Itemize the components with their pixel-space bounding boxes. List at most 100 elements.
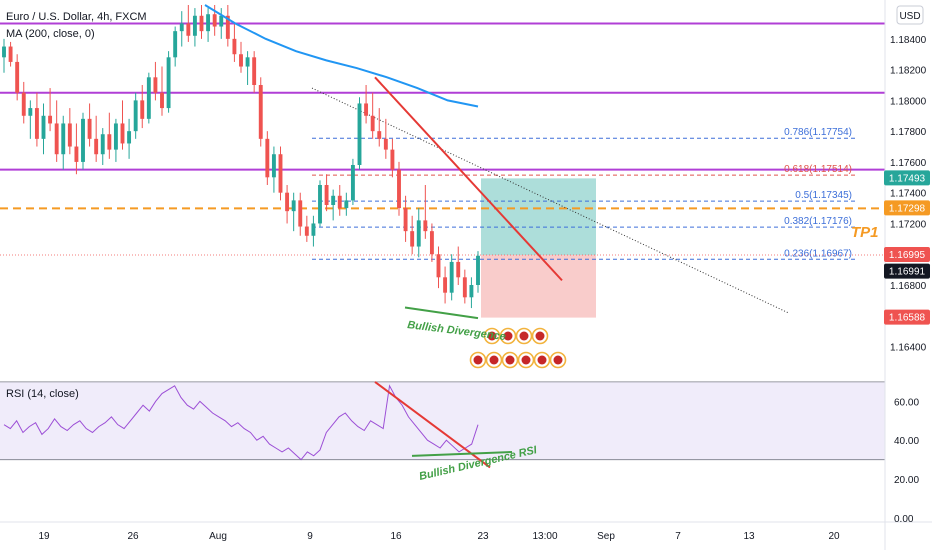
candle-body xyxy=(324,185,329,205)
flag-icon xyxy=(553,355,563,365)
event-icons[interactable] xyxy=(469,327,567,369)
candle-body xyxy=(133,100,138,132)
candle-body xyxy=(113,123,118,150)
candle-body xyxy=(252,57,257,85)
candle-body xyxy=(318,185,322,224)
time-tick-label: 13:00 xyxy=(532,531,557,542)
flag-icon xyxy=(521,355,531,365)
candle-body xyxy=(436,254,441,278)
ma-line xyxy=(204,4,479,108)
fib-level-label: 0.786(1.17754) xyxy=(784,127,852,138)
fib-level-label: 0.382(1.17176) xyxy=(784,216,852,227)
candle-body xyxy=(100,134,105,155)
flag-icon xyxy=(519,331,529,341)
candle-body xyxy=(265,138,270,178)
candle-body xyxy=(153,77,158,93)
rsi-line xyxy=(3,384,479,461)
time-tick-label: 20 xyxy=(828,531,840,542)
price-tick-label: 1.17800 xyxy=(890,127,927,138)
candle-body xyxy=(390,149,395,170)
candle-body xyxy=(28,108,33,116)
price-tick-label: 1.18000 xyxy=(890,96,927,107)
flag-icon xyxy=(487,331,497,341)
candle-body xyxy=(74,146,79,162)
time-tick-label: 26 xyxy=(127,531,139,542)
fib-levels: 0.786(1.17754) 0.618(1.17514) 0.5(1.17345)… xyxy=(312,127,858,260)
candle-body xyxy=(41,115,46,139)
rsi-tick-label: 40.00 xyxy=(894,436,919,447)
candle-body xyxy=(199,15,204,32)
candle-body xyxy=(160,92,164,109)
flag-icon xyxy=(489,355,499,365)
candle-body xyxy=(291,200,296,212)
candle-body xyxy=(239,54,243,67)
candle-body xyxy=(173,31,178,58)
candle-body xyxy=(81,118,85,162)
time-tick-label: 23 xyxy=(477,531,489,542)
red-trendline[interactable] xyxy=(374,76,563,282)
candle-body xyxy=(278,154,283,193)
target-zone[interactable] xyxy=(481,178,596,255)
candle-body xyxy=(429,231,434,255)
rsi-indicator-label: RSI (14, close) xyxy=(6,388,79,400)
candle-body xyxy=(186,23,191,36)
candle-body xyxy=(416,220,421,247)
fib-level-label: 0.618(1.17514) xyxy=(784,164,852,175)
candle-body xyxy=(21,92,26,116)
price-label-text: 1.17298 xyxy=(889,203,926,214)
candles xyxy=(2,5,480,309)
time-tick-label: 13 xyxy=(743,531,755,542)
currency-button[interactable] xyxy=(896,5,924,25)
price-tick-label: 1.18400 xyxy=(890,35,927,46)
time-axis[interactable]: 19 26 Aug 9 16 23 13:00 Sep 7 13 20 xyxy=(38,531,840,542)
candle-body xyxy=(94,138,99,155)
stop-zone[interactable] xyxy=(481,255,596,318)
flag-icon xyxy=(505,355,515,365)
rsi-divergence-line[interactable] xyxy=(411,451,513,457)
candle-body xyxy=(2,46,6,58)
candle-body xyxy=(462,277,467,298)
time-tick-label: 7 xyxy=(675,531,681,542)
symbol-title: Euro / U.S. Dollar, 4h, FXCM xyxy=(6,11,147,23)
fib-level-label: 0.236(1.16967) xyxy=(784,248,852,259)
tp-label: TP1 xyxy=(851,224,879,241)
candle-body xyxy=(271,154,276,178)
candle-body xyxy=(410,231,415,247)
candle-body xyxy=(232,38,237,55)
price-tick-label: 1.17400 xyxy=(890,189,927,200)
rsi-tick-label: 20.00 xyxy=(894,475,919,486)
fib-level-label: 0.5(1.17345) xyxy=(795,190,852,201)
price-axis[interactable]: 1.18400 1.18200 1.18000 1.17800 1.17600 1.174… xyxy=(890,35,927,354)
candle-body xyxy=(285,192,290,212)
flag-icon xyxy=(535,331,545,341)
time-tick-label: 19 xyxy=(38,531,50,542)
candle-body xyxy=(364,103,369,116)
candle-body xyxy=(476,255,480,285)
candle-body xyxy=(87,118,92,139)
currency-label: USD xyxy=(899,11,920,22)
candle-body xyxy=(397,169,401,209)
flag-icon xyxy=(537,355,547,365)
dotted-trendline[interactable] xyxy=(311,87,789,314)
time-tick-label: 16 xyxy=(390,531,402,542)
candle-body xyxy=(61,123,66,155)
candle-body xyxy=(219,15,224,27)
candle-body xyxy=(258,85,263,139)
candle-body xyxy=(140,100,145,119)
candle-body xyxy=(54,123,59,155)
candle-body xyxy=(107,134,112,150)
candle-body xyxy=(192,15,197,36)
candle-body xyxy=(337,195,342,209)
price-divergence-line[interactable] xyxy=(404,306,479,320)
candle-body xyxy=(166,57,171,109)
price-tick-label: 1.18200 xyxy=(890,66,927,77)
flag-icon xyxy=(473,355,483,365)
candle-body xyxy=(146,77,151,119)
candle-body xyxy=(383,138,388,150)
candle-body xyxy=(298,200,303,227)
price-labels: 1.17493 1.17298 1.16995 1.16991 1.16588 xyxy=(884,170,930,325)
price-label-box xyxy=(884,247,930,262)
price-label-box xyxy=(884,263,930,279)
candle-body xyxy=(179,23,184,32)
